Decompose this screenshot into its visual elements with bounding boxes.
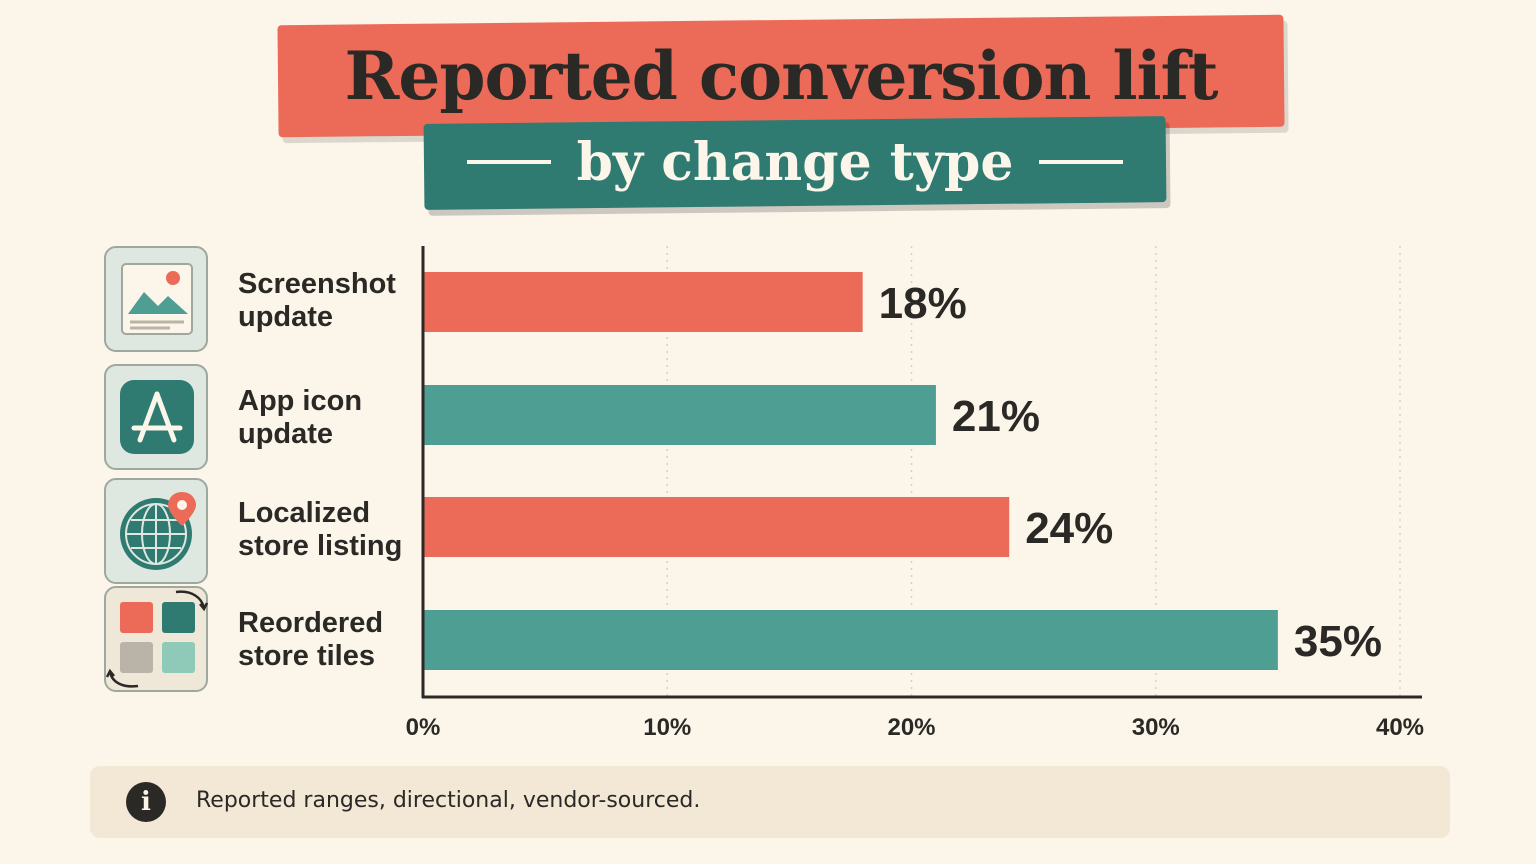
bar (423, 610, 1278, 670)
category-label-localized-store-listing: Localized store listing (238, 497, 408, 563)
app-store-icon (104, 364, 208, 470)
x-tick-label: 30% (1132, 714, 1180, 741)
value-label: 21% (952, 392, 1040, 441)
value-label: 24% (1025, 504, 1113, 553)
category-label-line: store listing (238, 530, 403, 562)
globe-location-icon (104, 478, 208, 584)
category-label-reordered-store-tiles: Reordered store tiles (238, 607, 408, 673)
category-label-line: Screenshot (238, 268, 396, 300)
category-label-line: store tiles (238, 640, 375, 672)
category-label-line: update (238, 301, 334, 333)
bar (423, 385, 936, 445)
value-label: 18% (879, 279, 967, 328)
x-tick-label: 10% (643, 714, 691, 741)
bar (423, 272, 863, 332)
subtitle-rule-right (1039, 160, 1124, 164)
subtitle-rule-left (466, 160, 551, 164)
footnote-box (90, 766, 1450, 838)
category-label-app-icon-update: App icon update (238, 385, 408, 451)
category-label-screenshot-update: Screenshot update (238, 268, 408, 334)
x-tick-label: 20% (887, 714, 935, 741)
x-tick-label: 40% (1376, 714, 1424, 741)
bar (423, 497, 1010, 557)
screenshot-image-icon (104, 246, 208, 352)
subtitle-row: by change type (424, 120, 1166, 204)
category-label-line: Localized (238, 497, 371, 529)
footnote-text: Reported ranges, directional, vendor-sou… (196, 788, 701, 813)
info-icon: i (126, 782, 166, 822)
x-tick-label: 0% (406, 714, 441, 741)
category-label-line: update (238, 418, 334, 450)
category-label-line: App icon (238, 385, 363, 417)
category-label-line: Reordered (238, 607, 384, 639)
chart-title: Reported conversion lift (344, 37, 1219, 115)
chart-subtitle: by change type (576, 131, 1014, 193)
reorder-tiles-icon (104, 586, 209, 692)
value-label: 35% (1294, 617, 1382, 666)
